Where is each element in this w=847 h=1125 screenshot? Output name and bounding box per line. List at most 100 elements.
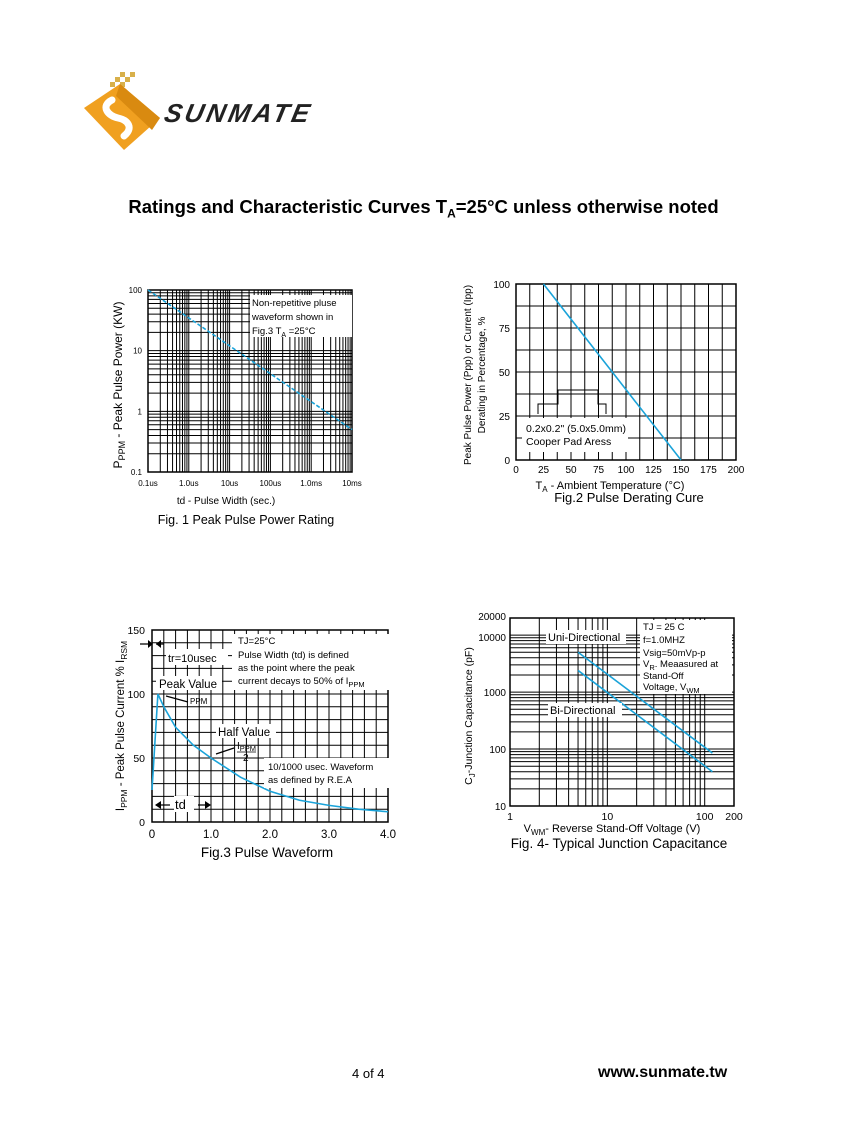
fig1-series-line (147, 289, 353, 431)
fig3-peak-label: Peak Value (159, 679, 217, 691)
fig2-title: Fig.2 Pulse Derating Cure (554, 490, 704, 505)
fig3-tr-arrow-left-icon (156, 640, 161, 648)
fig4-ylabel: CJ-Junction Capacitance (pF) (463, 647, 477, 785)
fig2-frame (515, 283, 737, 461)
fig3-xtick-label: 1.0 (203, 829, 219, 841)
fig4-xlabel: VWM- Reverse Stand-Off Voltage (V) (524, 823, 701, 837)
fig1-xtick-label: 10us (221, 479, 238, 488)
fig2-note1: 0.2x0.2" (5.0x5.0mm) (526, 423, 626, 435)
fig3-series-line (151, 693, 389, 813)
fig4-frame (509, 617, 735, 807)
fig2-note2: Cooper Pad Aress (526, 436, 611, 448)
fig2-xtick-label: 150 (673, 465, 690, 476)
fig1-ytick-label: 10 (133, 347, 142, 356)
fig4-uni-label: Uni-Directional (548, 632, 620, 644)
fig3-chart: 0 1.0 2.0 3.0 4.0 0 50 100 150 TJ=25°C Pulse Wi… (115, 625, 396, 860)
fig3-peak-bg (156, 676, 222, 690)
fig3-ytick-label: 100 (127, 689, 145, 701)
fig1-xtick-label: 1.0us (179, 479, 199, 488)
logo-emblem-icon (84, 84, 160, 150)
fig3-td-label: td (175, 797, 186, 812)
fig2-series-line (542, 283, 682, 461)
fig2-xtick-label: 175 (700, 465, 717, 476)
fig1-xtick-label: 1.0ms (300, 479, 322, 488)
fig2-xlabel: TA - Ambient Temperature (°C) (536, 480, 685, 494)
fig3-xtick-label: 2.0 (262, 829, 278, 841)
fig1-x-ticks: 0.1us 1.0us 10us 100us 1.0ms 10ms (138, 479, 362, 488)
fig2-xtick-label: 200 (728, 465, 745, 476)
fig4-x-ticks: 1 10 100 200 (507, 811, 743, 823)
footer-url[interactable]: www.sunmate.tw (598, 1064, 728, 1081)
fig4-bi-label: Bi-Directional (550, 705, 615, 717)
fig3-note3: as the point where the peak (238, 663, 355, 674)
fig1-xlabel: td - Pulse Width (sec.) (177, 496, 275, 507)
fig1-ytick-label: 1 (138, 407, 143, 416)
fig3-ytick-label: 0 (139, 817, 145, 829)
fig4-ytick-label: 10000 (478, 633, 506, 644)
fig3-frac-den: 2 (243, 753, 249, 764)
fig4-bi-bg (548, 703, 622, 717)
fig3-td-bg (174, 796, 194, 812)
fig1-title: Fig. 1 Peak Pulse Power Rating (158, 513, 335, 527)
fig1-xtick-label: 100us (260, 479, 282, 488)
fig2-y-ticks: 0 25 50 75 100 (493, 280, 510, 467)
fig2-pad-icon (537, 389, 607, 414)
fig3-ippm-small: PPM (190, 697, 208, 706)
fig2-note-bg (522, 418, 628, 452)
fig1-note-bg (250, 295, 352, 337)
fig3-ytick-label: 150 (127, 625, 145, 637)
fig4-note4: VR. Meaasured at (643, 659, 718, 672)
fig4-series-bi (577, 669, 713, 773)
fig4-xtick-label: 200 (725, 811, 743, 823)
fig3-tr-label: tr=10usec (168, 653, 217, 665)
fig3-title: Fig.3 Pulse Waveform (201, 845, 333, 860)
fig3-half-arrow-icon (215, 747, 235, 755)
fig3-frac-num: IPPM (237, 741, 256, 753)
fig2-ytick-label: 50 (499, 368, 511, 379)
fig1-chart: 0.1us 1.0us 10us 100us 1.0ms 10ms 0.1 1 10 100 N… (111, 286, 362, 527)
heading-prefix: Ratings and Characteristic Curves T (128, 196, 448, 217)
fig3-xtick-label: 4.0 (380, 829, 396, 841)
fig2-ytick-label: 0 (504, 456, 510, 467)
fig4-title: Fig. 4- Typical Junction Capacitance (511, 836, 728, 851)
fig4-note2: f=1.0MHZ (643, 635, 685, 646)
fig2-chart: 0 25 50 75 100 125 150 175 200 0 25 50 75 100 0.2x0.… (463, 280, 745, 505)
fig3-td-arrow-right-icon (205, 801, 211, 809)
heading-sub: A (447, 206, 456, 221)
page-heading: Ratings and Characteristic Curves TA=25°… (0, 196, 847, 221)
fig3-xtick-label: 3.0 (321, 829, 337, 841)
fig3-x-ticks: 0 1.0 2.0 3.0 4.0 (149, 829, 396, 841)
fig2-ytick-label: 75 (499, 324, 511, 335)
fig3-peak-arrow-icon (165, 695, 189, 703)
fig2-ytick-label: 25 (499, 412, 511, 423)
fig3-half-bg (216, 724, 276, 738)
sunmate-logo: SUNMATE (84, 72, 316, 150)
fig2-xtick-label: 0 (513, 465, 519, 476)
fig3-y-ticks: 0 50 100 150 (127, 625, 145, 829)
fig4-note1: TJ = 25 C (643, 622, 685, 633)
fig2-xtick-label: 75 (593, 465, 605, 476)
fig4-note6: Voltage, VWM (643, 682, 700, 695)
fig1-frame (147, 289, 353, 473)
fig1-ytick-label: 100 (129, 286, 143, 295)
fig4-ytick-label: 100 (489, 745, 506, 756)
fig1-note1: Non-repetitive pluse (252, 298, 337, 309)
fig2-ytick-label: 100 (493, 280, 510, 291)
fig4-note5: Stand-Off (643, 671, 684, 682)
fig2-xtick-label: 50 (565, 465, 577, 476)
footer-page-number: 4 of 4 (352, 1066, 385, 1081)
fig3-note-bg (232, 634, 394, 690)
fig4-note3: Vsig=50mVp-p (643, 648, 706, 659)
fig4-xtick-label: 100 (696, 811, 714, 823)
fig3-td-arrow-left-icon (155, 801, 161, 809)
fig2-xtick-label: 125 (645, 465, 662, 476)
fig4-ytick-label: 20000 (478, 612, 506, 623)
fig3-tr-bg (166, 649, 228, 665)
fig4-ytick-label: 10 (495, 802, 507, 813)
fig2-xtick-label: 100 (618, 465, 635, 476)
fig3-wave1: 10/1000 usec. Waveform (268, 762, 373, 773)
fig4-y-ticks: 10 100 1000 10000 20000 (478, 612, 506, 813)
fig3-note4: current decays to 50% of IPPM (238, 676, 365, 689)
fig2-xtick-label: 25 (538, 465, 550, 476)
